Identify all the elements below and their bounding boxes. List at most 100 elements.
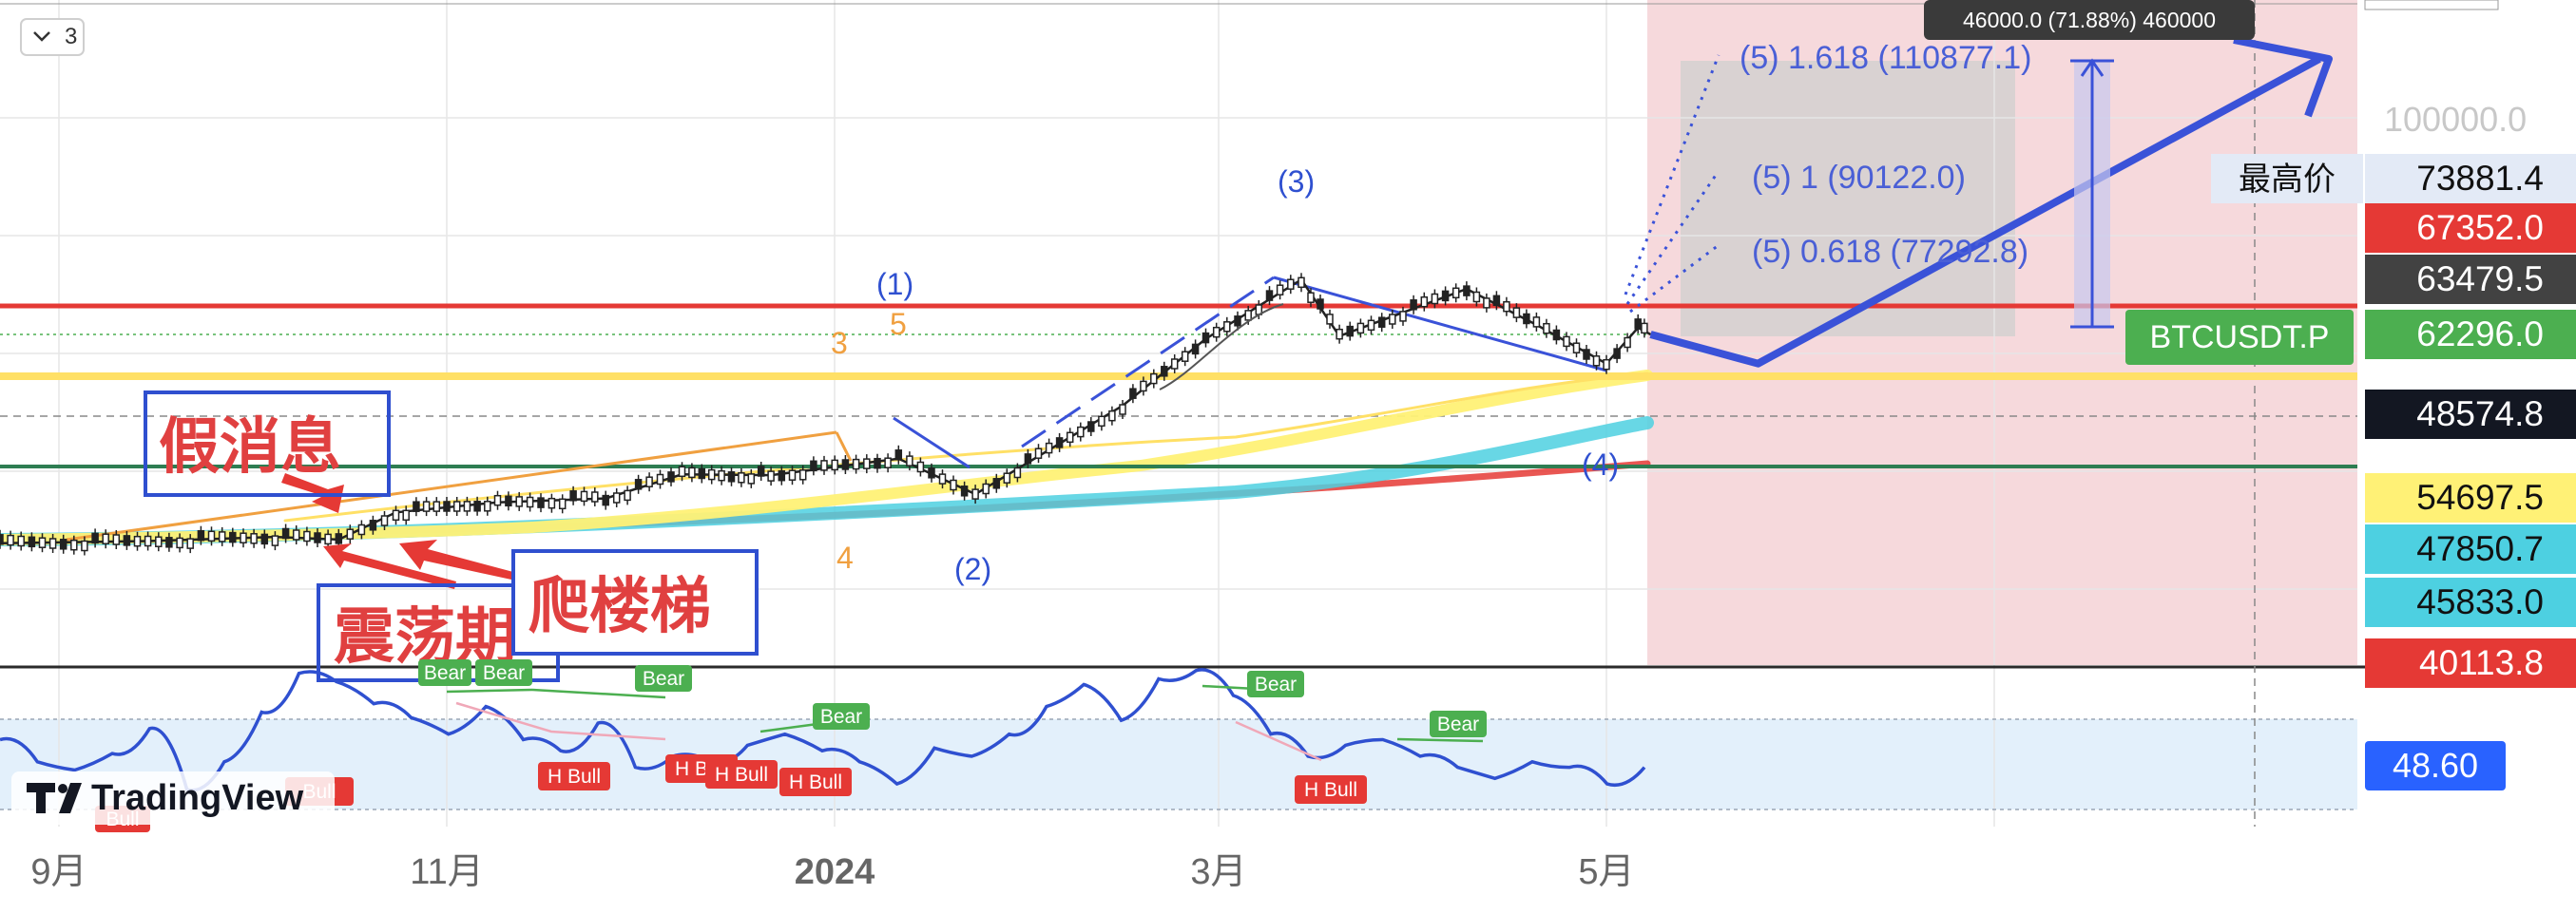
price-tag-1: 67352.0 [2365,203,2576,253]
candle-body [1265,290,1274,301]
candle-body [346,528,355,540]
svg-text:3: 3 [65,24,77,49]
candle-body [757,466,765,477]
candle-body [1244,310,1252,321]
candle-body [1624,336,1631,349]
candle-body [240,532,247,543]
candle-body [1583,349,1590,360]
candle-body [1492,295,1501,307]
candle-body [1129,388,1137,399]
x-tick-label: 3月 [1190,852,1246,892]
candle-body [1523,313,1530,325]
candle-body [778,469,786,482]
candle-body [443,501,451,512]
candle-body [176,537,183,549]
candle-body [678,466,686,478]
candle-body [1234,315,1241,327]
candle-body [820,460,828,471]
candle-body [906,455,913,467]
candle-body [1181,351,1189,362]
candle-body [17,535,25,547]
candle-body [688,467,696,479]
candle-body [1287,278,1295,290]
candle-body [537,497,545,508]
candle-body [916,461,925,473]
projection-box [1681,61,2015,336]
price-tag-value: 48574.8 [2416,394,2544,433]
candle-body [960,486,969,497]
candle-body [422,501,431,512]
candle-body [982,483,990,495]
price-tag-8: 40113.8 [2365,638,2576,688]
candle-body [727,471,736,483]
tradingview-icon [27,783,82,813]
candle-body [271,535,279,546]
orange-channel [66,430,837,542]
candle-body [1140,380,1147,392]
candle-body [303,530,311,543]
candle-body [698,467,706,480]
sub-wave-4: 4 [836,541,854,575]
candle-body [281,527,290,540]
candle-body [1307,292,1315,303]
svg-text:Bear: Bear [424,662,466,684]
candle-body [505,495,512,507]
candle-body [1410,299,1417,311]
candle-body [493,494,502,506]
candle-body [798,469,807,481]
candle-body [894,449,903,461]
candle-body [612,492,621,504]
candle-body [380,515,389,526]
candle-body [707,468,716,481]
grid-lines [0,0,2357,827]
price-tag-value: 45833.0 [2416,582,2544,621]
candle-body [229,531,237,543]
candle-body [558,498,567,510]
x-tick-label: 9月 [30,852,87,892]
candle-body [1045,442,1053,454]
fib-dots-2 [1625,170,1721,305]
candle-body [1170,358,1179,370]
candle-body [645,476,653,487]
candle-body [197,529,205,542]
candle-body [250,533,258,544]
candle-body [207,530,216,543]
price-tag-2: 63479.5 [2365,255,2576,304]
rsi-tag-bear-6: Bear [1430,711,1487,737]
rsi-line [0,668,1646,792]
price-tag-bg [2365,524,2576,574]
candle-body [155,536,163,547]
candle-body [1087,421,1095,432]
candle-body [841,459,850,470]
price-tag-value: 47850.7 [2416,529,2544,568]
svg-text:48.60: 48.60 [2393,746,2478,785]
candle-body [950,479,957,491]
price-tag-4: 48574.8 [2365,390,2576,439]
candle-body [1098,415,1105,428]
blue-wave-2 [893,416,971,469]
svg-text:H Bull: H Bull [548,766,601,788]
rsi-tag-hbull-4: H Bull [779,768,852,796]
candle-body [526,496,534,508]
rsi-band [0,719,2357,809]
candle-body [1552,329,1561,341]
candle-body [1399,311,1407,322]
price-tag-value: 62296.0 [2416,314,2544,353]
candle-body [884,457,892,468]
candle-body [463,501,471,512]
sub-wave-3: 3 [831,326,848,360]
orange-wave-4 [835,431,853,462]
candle-body [165,537,173,548]
rsi-tag-bear-2: Bear [475,659,532,686]
candle-body [580,490,588,503]
interval-badge[interactable]: 3 [20,18,85,56]
candle-body [48,538,57,549]
candle-body [1077,426,1085,438]
candle-body [1532,316,1541,328]
candle-body [1603,358,1610,371]
tradingview-logo: TradingView [11,771,335,825]
wave-label-2: (2) [954,552,991,586]
x-tick-label: 5月 [1578,852,1634,892]
